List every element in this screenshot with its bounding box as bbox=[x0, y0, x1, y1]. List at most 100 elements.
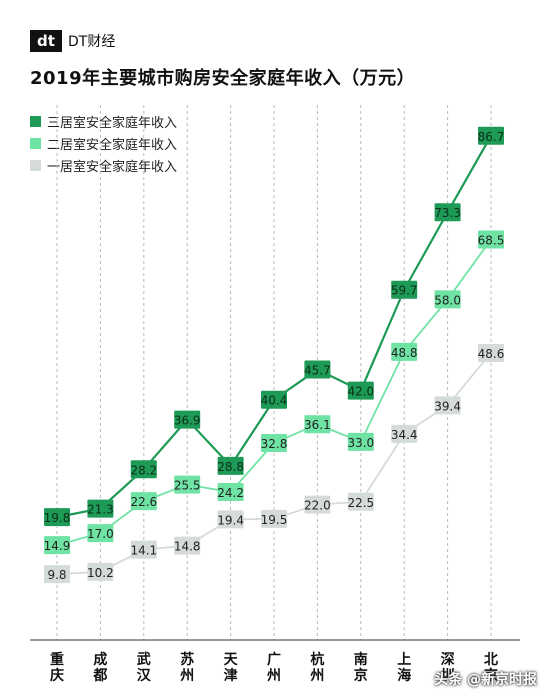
data-marker bbox=[434, 203, 461, 222]
x-tick-label: 杭州 bbox=[309, 651, 324, 684]
x-tick-label: 深圳 bbox=[441, 651, 455, 684]
x-tick-label: 广州 bbox=[266, 651, 281, 684]
data-label: 14.9 bbox=[44, 539, 71, 553]
data-label: 14.1 bbox=[130, 544, 157, 558]
data-label: 34.4 bbox=[391, 428, 418, 442]
data-marker bbox=[347, 381, 374, 400]
data-label: 58.0 bbox=[434, 293, 461, 307]
data-marker bbox=[391, 280, 418, 299]
data-marker bbox=[44, 565, 70, 584]
chart-legend: 三居室安全家庭年收入 二居室安全家庭年收入 一居室安全家庭年收入 bbox=[30, 110, 177, 176]
x-tick-label: 武汉 bbox=[137, 651, 152, 684]
data-marker bbox=[174, 410, 201, 429]
x-tick-char: 津 bbox=[224, 667, 238, 684]
data-label: 17.0 bbox=[87, 527, 114, 541]
data-label: 14.8 bbox=[174, 540, 201, 554]
watermark: 头条 @新京时报 bbox=[434, 672, 537, 688]
legend-label: 一居室安全家庭年收入 bbox=[47, 159, 178, 175]
x-tick-char: 武 bbox=[137, 651, 151, 668]
data-marker bbox=[261, 509, 287, 528]
data-marker bbox=[261, 434, 287, 453]
data-marker bbox=[478, 343, 504, 362]
data-label: 33.0 bbox=[347, 436, 374, 450]
x-tick-label: 上海 bbox=[397, 652, 411, 684]
x-tick-label: 成都 bbox=[92, 651, 107, 684]
x-tick-char: 京 bbox=[484, 667, 498, 684]
x-tick-char: 北 bbox=[484, 652, 498, 668]
legend-swatch bbox=[30, 115, 41, 127]
legend-item: 二居室安全家庭年收入 bbox=[30, 132, 177, 154]
data-label: 9.8 bbox=[47, 568, 66, 582]
x-tick-label: 重庆 bbox=[50, 651, 64, 684]
x-tick-label: 北京 bbox=[484, 652, 498, 684]
data-marker bbox=[44, 536, 70, 555]
data-marker bbox=[130, 540, 157, 559]
data-label: 68.5 bbox=[478, 234, 505, 248]
data-marker bbox=[261, 390, 287, 409]
x-tick-char: 海 bbox=[397, 667, 411, 684]
data-marker bbox=[347, 492, 374, 511]
data-label: 32.8 bbox=[261, 437, 288, 451]
data-label: 39.4 bbox=[434, 399, 461, 413]
data-marker bbox=[87, 524, 114, 543]
x-tick-label: 苏州 bbox=[179, 651, 194, 684]
data-marker bbox=[44, 508, 70, 527]
data-marker bbox=[87, 562, 114, 581]
data-label: 42.0 bbox=[347, 385, 374, 399]
brand-logo: dt DT财经 bbox=[30, 30, 115, 52]
data-marker bbox=[217, 510, 244, 529]
legend-swatch bbox=[30, 159, 41, 171]
data-label: 36.9 bbox=[174, 414, 201, 428]
data-label: 86.7 bbox=[478, 130, 505, 144]
data-label: 36.1 bbox=[304, 418, 331, 432]
data-label: 25.5 bbox=[174, 479, 201, 493]
chart-title: 2019年主要城市购房安全家庭年收入（万元） bbox=[30, 68, 416, 89]
brand-name: DT财经 bbox=[68, 34, 116, 50]
x-tick-char: 圳 bbox=[441, 668, 455, 684]
data-marker bbox=[347, 432, 374, 451]
data-label: 48.6 bbox=[478, 347, 505, 361]
data-label: 19.4 bbox=[217, 513, 244, 527]
x-tick-char: 上 bbox=[397, 652, 411, 668]
data-marker bbox=[217, 456, 244, 475]
data-label: 40.4 bbox=[261, 394, 288, 408]
x-tick-char: 成 bbox=[93, 651, 107, 668]
x-tick-char: 苏 bbox=[180, 651, 194, 668]
data-label: 10.2 bbox=[87, 566, 114, 580]
x-tick-char: 深 bbox=[441, 651, 455, 668]
data-marker bbox=[217, 483, 244, 502]
x-tick-char: 州 bbox=[309, 668, 324, 684]
data-label: 73.3 bbox=[434, 206, 461, 220]
data-marker bbox=[87, 499, 114, 518]
legend-item: 三居室安全家庭年收入 bbox=[30, 110, 177, 132]
data-label: 19.8 bbox=[44, 511, 71, 525]
data-label: 48.8 bbox=[391, 346, 418, 360]
x-tick-char: 都 bbox=[92, 668, 107, 684]
x-tick-label: 南京 bbox=[354, 651, 368, 684]
legend-label: 三居室安全家庭年收入 bbox=[47, 115, 178, 131]
data-marker bbox=[174, 536, 201, 555]
data-marker bbox=[391, 424, 418, 443]
data-label: 19.5 bbox=[261, 513, 288, 527]
x-tick-char: 州 bbox=[266, 668, 281, 684]
legend-swatch bbox=[30, 137, 41, 149]
x-tick-char: 京 bbox=[354, 667, 368, 684]
data-marker bbox=[478, 126, 504, 145]
x-tick-char: 南 bbox=[354, 651, 368, 668]
data-label: 22.0 bbox=[304, 499, 331, 513]
x-tick-char: 天 bbox=[224, 652, 239, 668]
data-label: 21.3 bbox=[87, 503, 114, 517]
data-marker bbox=[304, 360, 331, 379]
x-tick-label: 天津 bbox=[224, 652, 239, 684]
data-label: 22.5 bbox=[347, 496, 374, 510]
x-tick-char: 州 bbox=[179, 668, 194, 684]
data-label: 22.6 bbox=[130, 495, 157, 509]
data-marker bbox=[304, 495, 331, 514]
data-label: 45.7 bbox=[304, 364, 331, 378]
legend-label: 二居室安全家庭年收入 bbox=[47, 137, 178, 153]
data-marker bbox=[391, 342, 418, 361]
data-label: 24.2 bbox=[217, 486, 244, 500]
legend-item: 一居室安全家庭年收入 bbox=[30, 154, 177, 176]
x-tick-char: 汉 bbox=[137, 668, 152, 684]
